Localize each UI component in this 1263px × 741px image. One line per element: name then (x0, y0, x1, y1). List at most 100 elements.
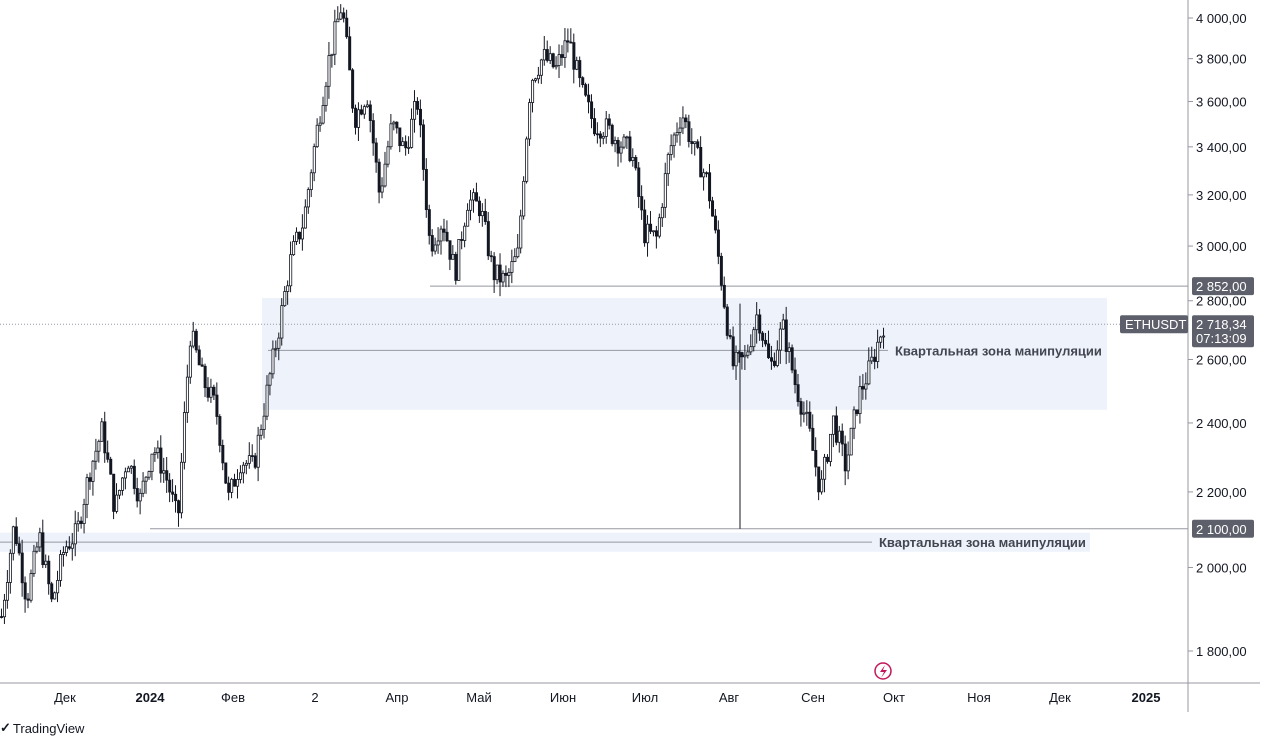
candle-body[interactable] (522, 180, 526, 217)
candle-body[interactable] (123, 471, 127, 479)
candle-body[interactable] (445, 231, 449, 242)
candle-body[interactable] (50, 583, 54, 600)
candle-body[interactable] (29, 573, 33, 601)
candle-body[interactable] (823, 456, 827, 480)
candle-body[interactable] (348, 36, 352, 71)
candle-body[interactable] (534, 78, 538, 81)
candle-body[interactable] (536, 74, 540, 80)
candle-body[interactable] (542, 49, 546, 61)
candle-body[interactable] (159, 447, 163, 474)
candle-body[interactable] (401, 141, 405, 147)
candle-body[interactable] (483, 211, 487, 222)
candle-body[interactable] (575, 60, 579, 70)
candle-body[interactable] (870, 356, 874, 362)
candle-body[interactable] (873, 356, 877, 362)
candle-body[interactable] (593, 118, 597, 135)
candle-body[interactable] (416, 101, 420, 110)
candle-body[interactable] (371, 120, 375, 144)
candle-body[interactable] (678, 127, 682, 133)
candle-body[interactable] (734, 351, 738, 367)
candle-body[interactable] (85, 477, 89, 505)
candle-body[interactable] (504, 272, 508, 276)
candle-body[interactable] (3, 599, 7, 618)
candle-body[interactable] (35, 546, 39, 552)
candle-body[interactable] (180, 461, 184, 514)
candle-body[interactable] (610, 124, 614, 145)
candle-body[interactable] (796, 384, 800, 402)
candle-body[interactable] (460, 239, 464, 241)
candle-body[interactable] (616, 139, 620, 154)
candle-body[interactable] (150, 453, 154, 472)
candle-body[interactable] (82, 503, 86, 524)
candle-body[interactable] (162, 470, 166, 474)
candle-body[interactable] (118, 489, 122, 496)
tradingview-brand[interactable]: ✓ TradingView (0, 718, 84, 738)
candle-body[interactable] (44, 560, 48, 566)
candle-body[interactable] (38, 532, 42, 548)
candle-body[interactable] (775, 349, 779, 366)
candle-body[interactable] (654, 230, 658, 237)
candle-body[interactable] (94, 450, 98, 462)
candle-body[interactable] (669, 145, 673, 155)
candle-body[interactable] (239, 472, 243, 480)
candle-body[interactable] (5, 582, 9, 601)
candle-body[interactable] (64, 546, 68, 553)
candle-body[interactable] (601, 135, 605, 139)
candle-body[interactable] (598, 133, 602, 139)
candle-body[interactable] (138, 492, 142, 502)
candle-body[interactable] (76, 520, 80, 525)
candle-body[interactable] (590, 101, 594, 119)
candle-body[interactable] (554, 65, 558, 68)
candle-body[interactable] (811, 427, 815, 451)
candle-body[interactable] (336, 18, 340, 23)
candle-body[interactable] (578, 60, 582, 79)
candle-body[interactable] (212, 386, 216, 396)
candle-body[interactable] (324, 85, 328, 106)
candle-body[interactable] (457, 239, 461, 281)
candle-body[interactable] (793, 369, 797, 386)
candle-body[interactable] (171, 491, 175, 495)
candle-body[interactable] (345, 17, 349, 38)
candle-body[interactable] (545, 49, 549, 61)
candle-body[interactable] (837, 430, 841, 443)
candle-body[interactable] (657, 217, 661, 237)
candle-body[interactable] (303, 206, 307, 229)
candle-body[interactable] (268, 373, 272, 386)
candle-body[interactable] (53, 592, 57, 600)
candle-body[interactable] (141, 480, 145, 494)
candle-body[interactable] (772, 360, 776, 366)
candle-body[interactable] (259, 429, 263, 436)
candle-body[interactable] (749, 346, 753, 353)
candle-body[interactable] (250, 455, 254, 458)
candle-body[interactable] (312, 146, 316, 174)
candle-body[interactable] (560, 54, 564, 58)
candle-body[interactable] (581, 77, 585, 86)
candle-body[interactable] (321, 105, 325, 124)
candle-body[interactable] (209, 386, 213, 398)
candle-body[interactable] (699, 146, 703, 178)
candle-body[interactable] (525, 138, 529, 182)
candle-body[interactable] (330, 53, 334, 56)
candle-body[interactable] (834, 415, 838, 443)
candle-body[interactable] (436, 240, 440, 246)
candle-body[interactable] (882, 335, 886, 338)
candle-body[interactable] (879, 336, 883, 343)
candle-body[interactable] (831, 415, 835, 435)
candle-body[interactable] (469, 199, 473, 211)
candle-body[interactable] (298, 231, 302, 240)
candle-body[interactable] (764, 339, 768, 345)
candle-body[interactable] (392, 121, 396, 125)
candle-body[interactable] (448, 240, 452, 260)
candle-body[interactable] (11, 526, 15, 554)
candle-body[interactable] (70, 543, 74, 549)
candle-body[interactable] (377, 161, 381, 193)
ticker-tag[interactable] (1120, 315, 1188, 334)
candle-body[interactable] (280, 305, 284, 339)
candle-body[interactable] (433, 244, 437, 252)
candle-body[interactable] (781, 319, 785, 330)
candle-body[interactable] (357, 109, 361, 128)
candle-body[interactable] (820, 478, 824, 493)
candle-body[interactable] (277, 337, 281, 349)
candle-body[interactable] (67, 546, 71, 549)
candle-body[interactable] (309, 172, 313, 190)
